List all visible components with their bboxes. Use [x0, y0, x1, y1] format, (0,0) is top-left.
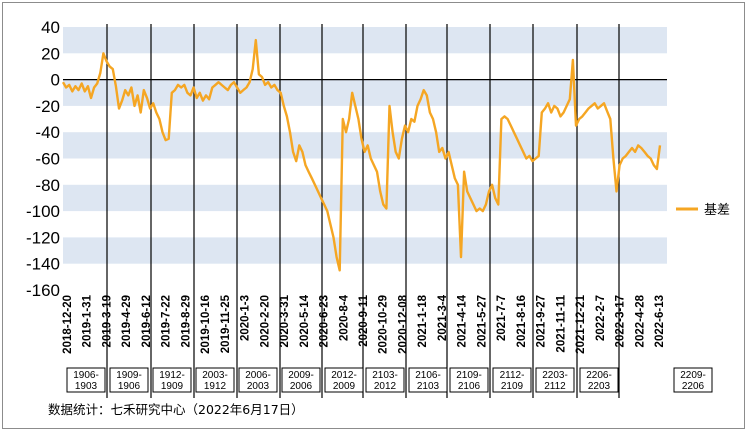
contract-boxes: 1906-19031909-19061912-19092003-19122006… — [66, 367, 713, 393]
x-tick-label: 2020-9-11 — [358, 294, 370, 346]
background-band — [63, 27, 667, 54]
contract-box: 2012-2009 — [324, 367, 364, 393]
x-tick-label: 2021-1-18 — [417, 294, 429, 347]
x-tick-label: 2020-2-20 — [259, 295, 271, 347]
contract-box-label: 2206- — [586, 370, 612, 381]
x-tick-label: 2020-10-29 — [378, 295, 390, 354]
contract-box-label: 2112 — [544, 381, 566, 392]
source-note: 数据统计：七禾研究中心（2022年6月17日） — [48, 402, 304, 417]
y-tick-label: -20 — [35, 97, 60, 116]
x-tick-label: 2020-5-14 — [299, 294, 311, 347]
contract-box-label: 2103 — [417, 381, 440, 392]
contract-box: 1906-1903 — [66, 367, 106, 393]
y-tick-label: -120 — [26, 228, 60, 247]
legend: 基差 — [676, 203, 730, 218]
contract-box: 2006-2003 — [238, 367, 278, 393]
contract-box-label: 2012 — [374, 381, 397, 392]
x-tick-label: 2021-5-27 — [476, 295, 488, 347]
contract-box-label: 2009- — [288, 370, 314, 381]
contract-box-label: 2112- — [500, 370, 525, 381]
x-tick-label: 2019-8-29 — [180, 295, 192, 347]
contract-box-label: 2006- — [245, 370, 271, 381]
x-tick-label: 2019-1-31 — [82, 294, 94, 347]
contract-box: 2009-2006 — [281, 367, 321, 393]
x-tick-label: 2022-4-28 — [634, 294, 646, 347]
x-tick-label: 2021-8-16 — [516, 295, 528, 347]
x-tick-label: 2021-11-11 — [555, 294, 567, 352]
contract-box-label: 1909- — [116, 370, 142, 381]
y-tick-label: 0 — [51, 71, 60, 90]
contract-box: 2206-2203 — [579, 367, 619, 393]
contract-box-label: 2109 — [501, 381, 524, 392]
x-tick-label: 2022-3-17 — [615, 295, 627, 347]
x-tick-label: 2021-7-7 — [496, 295, 508, 341]
legend-label: 基差 — [704, 203, 730, 218]
contract-box: 2003-1912 — [195, 367, 235, 393]
contract-box-label: 1906 — [118, 381, 141, 392]
x-tick-label: 2019-3-19 — [101, 295, 113, 347]
x-tick-label: 2022-2-7 — [595, 295, 607, 341]
y-axis-ticks: 40 20 0 -20 -40 -60 -80 -100 -120 -140 -160 — [26, 18, 60, 300]
contract-box-label: 1903 — [75, 381, 98, 392]
contract-box-label: 1909 — [161, 381, 184, 392]
y-tick-label: -60 — [35, 150, 60, 169]
y-tick-label: 40 — [41, 18, 60, 37]
x-tick-label: 2020-1-3 — [240, 295, 252, 341]
x-tick-label: 2019-11-25 — [220, 294, 232, 353]
background-band — [63, 237, 667, 264]
x-tick-label: 2021-9-27 — [536, 295, 548, 347]
contract-box: 1912-1909 — [152, 367, 192, 393]
contract-box-label: 2012- — [331, 370, 357, 381]
contract-box-label: 1912 — [204, 381, 227, 392]
background-band — [63, 184, 667, 212]
y-tick-label: -160 — [26, 281, 60, 300]
contract-box-label: 2006 — [290, 381, 313, 392]
contract-box-label: 2209- — [680, 370, 706, 381]
x-tick-label: 2018-12-20 — [62, 295, 74, 354]
contract-box-label: 2203 — [588, 381, 611, 392]
x-tick-label: 2021-12-21 — [575, 294, 587, 353]
y-tick-label: -100 — [26, 202, 60, 221]
contract-box: 2112-2109 — [492, 367, 532, 393]
y-tick-label: -40 — [35, 123, 60, 142]
y-tick-label: -80 — [35, 176, 60, 195]
contract-box-label: 2109- — [456, 370, 482, 381]
contract-box-label: 1906- — [73, 370, 99, 381]
contract-box-label: 2206 — [682, 381, 705, 392]
x-tick-label: 2020-12-08 — [397, 294, 409, 353]
contract-box-label: 2106 — [458, 381, 481, 392]
x-tick-label: 2019-4-29 — [121, 295, 133, 347]
contract-box-label: 2003 — [247, 381, 270, 392]
x-tick-label: 2021-4-14 — [457, 294, 469, 347]
x-tick-label: 2019-6-12 — [141, 295, 153, 347]
y-tick-label: 20 — [41, 44, 60, 63]
x-tick-label: 2020-3-31 — [279, 294, 291, 347]
contract-box-label: 1912- — [159, 370, 185, 381]
contract-box: 2209-2206 — [673, 367, 713, 393]
x-tick-label: 2021-3-4 — [437, 294, 449, 341]
contract-box: 1909-1906 — [109, 367, 149, 393]
x-tick-label: 2019-10-16 — [200, 295, 212, 354]
background-band — [63, 79, 667, 106]
series-line-basis — [61, 38, 662, 272]
contract-box: 2203-2112 — [535, 367, 575, 393]
contract-box-label: 2203- — [542, 370, 568, 381]
x-tick-label: 2019-7-22 — [161, 295, 173, 347]
contract-divider-lines — [106, 24, 620, 398]
x-tick-label: 2022-6-13 — [654, 295, 666, 347]
contract-box: 2106-2103 — [408, 367, 448, 393]
contract-box-label: 2009 — [333, 381, 356, 392]
contract-box: 2109-2106 — [449, 367, 489, 393]
background-bands — [63, 27, 667, 264]
contract-box-label: 2003- — [202, 370, 228, 381]
x-tick-label: 2020-6-23 — [319, 295, 331, 347]
contract-box-label: 2103- — [372, 370, 398, 381]
x-axis-ticks: 2018-12-20 2019-1-31 2019-3-19 2019-4-29 201… — [62, 294, 666, 353]
contract-box: 2103-2012 — [365, 367, 405, 393]
y-tick-label: -140 — [26, 255, 60, 274]
contract-box-label: 2106- — [415, 370, 441, 381]
x-tick-label: 2020-8-4 — [338, 294, 350, 341]
